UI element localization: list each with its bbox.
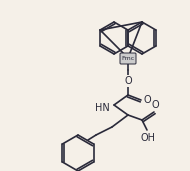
Text: OH: OH: [140, 133, 155, 143]
FancyBboxPatch shape: [120, 53, 136, 64]
Text: O: O: [151, 100, 159, 110]
Text: Fmc: Fmc: [121, 56, 135, 62]
Text: O: O: [124, 76, 132, 86]
Text: O: O: [144, 95, 152, 105]
Text: HN: HN: [95, 103, 110, 113]
